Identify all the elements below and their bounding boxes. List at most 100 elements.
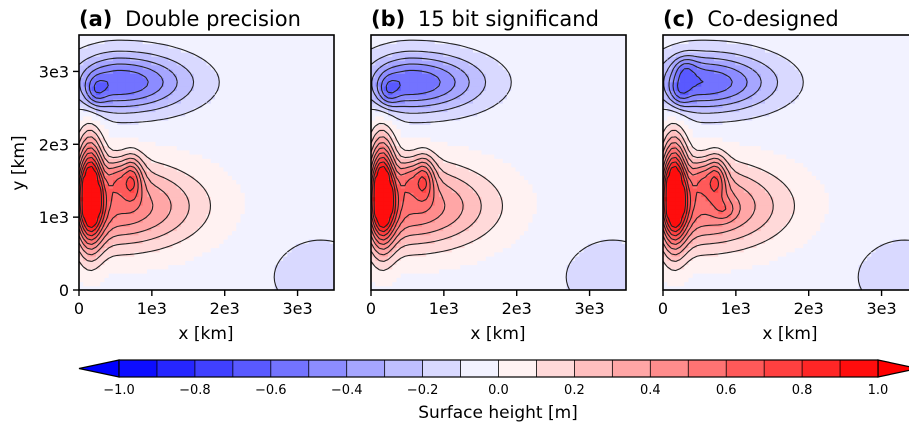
surface-height-cell	[274, 120, 280, 125]
surface-height-cell	[613, 200, 619, 206]
surface-height-cell	[600, 196, 606, 202]
surface-height-cell	[113, 149, 118, 155]
surface-height-cell	[142, 200, 148, 206]
surface-height-cell	[138, 230, 144, 236]
surface-height-cell	[193, 171, 199, 176]
surface-height-cell	[198, 192, 203, 198]
surface-height-cell	[202, 179, 208, 185]
surface-height-cell	[147, 141, 152, 147]
surface-height-cell	[240, 145, 246, 151]
surface-height-cell	[159, 52, 165, 57]
surface-height-cell	[138, 103, 144, 108]
surface-height-cell	[383, 243, 389, 249]
surface-height-cell	[219, 52, 225, 57]
surface-height-cell	[532, 230, 538, 236]
surface-height-cell	[422, 200, 427, 206]
surface-height-cell	[456, 256, 461, 261]
surface-height-cell	[524, 251, 529, 257]
surface-height-cell	[198, 234, 203, 240]
surface-height-cell	[485, 281, 491, 287]
surface-height-cell	[553, 205, 559, 210]
surface-height-cell	[164, 149, 169, 155]
surface-height-cell	[511, 192, 517, 198]
surface-height-cell	[176, 243, 182, 249]
surface-height-cell	[181, 81, 186, 87]
surface-height-cell	[317, 209, 322, 215]
surface-height-cell	[249, 81, 254, 87]
surface-height-cell	[159, 69, 165, 74]
surface-height-cell	[215, 268, 220, 274]
surface-height-cell	[617, 277, 623, 283]
surface-height-cell	[283, 234, 288, 240]
surface-height-cell	[604, 217, 610, 223]
surface-height-cell	[379, 217, 385, 223]
surface-height-cell	[181, 247, 186, 253]
surface-height-cell	[413, 277, 419, 283]
surface-height-cell	[383, 247, 389, 253]
surface-height-cell	[304, 196, 310, 202]
surface-height-cell	[592, 234, 597, 240]
surface-height-cell	[481, 268, 487, 274]
surface-height-cell	[417, 196, 423, 202]
surface-height-cell	[426, 222, 432, 227]
surface-height-cell	[232, 230, 237, 236]
surface-height-cell	[142, 175, 148, 181]
surface-height-cell	[240, 234, 246, 240]
surface-height-cell	[312, 192, 318, 198]
surface-height-cell	[121, 243, 127, 249]
surface-height-cell	[223, 154, 229, 159]
surface-height-cell	[295, 60, 301, 66]
surface-height-cell	[210, 69, 216, 74]
surface-height-cell	[130, 94, 135, 100]
surface-height-cell	[460, 239, 466, 244]
surface-height-cell	[219, 213, 225, 219]
surface-height-cell	[189, 141, 195, 147]
surface-height-cell	[108, 158, 114, 164]
surface-height-cell	[460, 268, 466, 274]
surface-height-cell	[325, 251, 331, 257]
surface-height-cell	[426, 217, 432, 223]
surface-height-cell	[528, 217, 534, 223]
surface-height-cell	[621, 196, 626, 202]
surface-height-cell	[104, 94, 110, 100]
surface-height-cell	[189, 188, 195, 193]
surface-height-cell	[96, 217, 101, 223]
surface-height-cell	[151, 73, 157, 79]
surface-height-cell	[108, 162, 114, 168]
surface-height-cell	[396, 234, 402, 240]
surface-height-cell	[159, 111, 165, 117]
surface-height-cell	[443, 213, 449, 219]
surface-height-cell	[168, 217, 174, 223]
surface-height-cell	[604, 222, 610, 227]
surface-height-cell	[485, 285, 491, 290]
surface-height-cell	[253, 154, 259, 159]
surface-height-cell	[300, 260, 305, 266]
surface-height-cell	[91, 217, 97, 223]
surface-height-cell	[304, 107, 310, 113]
surface-height-cell	[172, 234, 178, 240]
surface-height-cell	[312, 260, 318, 266]
surface-height-cell	[396, 273, 402, 278]
surface-height-cell	[321, 98, 327, 104]
surface-height-cell	[621, 200, 626, 206]
surface-height-cell	[79, 86, 84, 91]
surface-height-cell	[409, 230, 415, 236]
surface-height-cell	[388, 268, 393, 274]
surface-height-cell	[113, 132, 118, 138]
surface-height-cell	[300, 69, 305, 74]
surface-height-cell	[321, 137, 327, 142]
surface-height-cell	[130, 115, 135, 121]
surface-height-cell	[278, 115, 284, 121]
surface-height-cell	[210, 35, 216, 40]
surface-height-cell	[498, 222, 504, 227]
surface-height-cell	[232, 239, 237, 244]
surface-height-cell	[464, 247, 470, 253]
surface-height-cell	[583, 277, 589, 283]
surface-height-cell	[515, 273, 521, 278]
surface-height-cell	[223, 69, 229, 74]
surface-height-cell	[443, 281, 449, 287]
surface-height-cell	[151, 256, 157, 261]
surface-height-cell	[287, 52, 293, 57]
surface-height-cell	[253, 200, 259, 206]
surface-height-cell	[138, 154, 144, 159]
